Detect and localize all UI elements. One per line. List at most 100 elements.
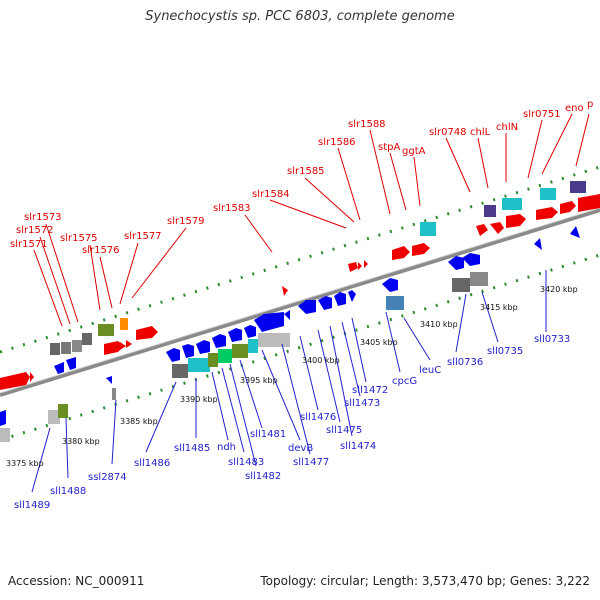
accession-label: Accession: NC_000911 xyxy=(8,574,145,588)
kbp-label: 3405 kbp xyxy=(360,338,398,347)
gene-label: slr1584 xyxy=(252,189,290,200)
gene-label: slr1585 xyxy=(287,166,325,177)
gene-block xyxy=(258,333,290,347)
gene-block xyxy=(0,428,10,442)
gene-label: slr1583 xyxy=(213,203,251,214)
gene-block xyxy=(470,272,488,286)
gene-block xyxy=(98,324,114,336)
gene-block xyxy=(502,198,522,210)
kbp-labels: 3375 kbp 3380 kbp 3385 kbp 3390 kbp 3395… xyxy=(6,285,578,468)
gene-block xyxy=(248,339,258,353)
gene-arrow xyxy=(348,290,356,302)
gene-label: sll1474 xyxy=(340,441,376,452)
gene-block xyxy=(188,358,210,372)
kbp-label: 3380 kbp xyxy=(62,437,100,446)
gene-arrow xyxy=(106,376,112,384)
gene-arrow xyxy=(358,262,362,270)
gene-label: slr0751 xyxy=(523,109,561,120)
map-title: Synechocystis sp. PCC 6803, complete gen… xyxy=(145,9,455,24)
genome-backbone-highlight xyxy=(0,207,600,394)
gene-label: sll1473 xyxy=(344,398,380,409)
gene-arrow xyxy=(534,238,542,250)
gene-block xyxy=(58,404,68,418)
kbp-label: 3390 kbp xyxy=(180,395,218,404)
kbp-label: 3395 kbp xyxy=(240,376,278,385)
reverse-gene-blocks xyxy=(0,226,580,442)
gene-arrow xyxy=(570,226,580,238)
gene-arrow xyxy=(196,340,210,354)
gene-label: sll0736 xyxy=(447,357,483,368)
gene-label: ggtA xyxy=(402,146,426,157)
gene-arrow xyxy=(136,326,158,340)
gene-block xyxy=(112,388,116,400)
gene-arrow xyxy=(54,362,64,374)
kbp-label: 3410 kbp xyxy=(420,320,458,329)
gene-label: slr1579 xyxy=(167,216,205,227)
gene-block xyxy=(72,340,82,352)
reverse-tick-track xyxy=(0,253,600,442)
gene-arrow xyxy=(298,300,316,314)
gene-arrow xyxy=(30,372,34,382)
gene-label: slr1588 xyxy=(348,119,386,130)
gene-label: stpA xyxy=(378,142,400,153)
gene-arrow xyxy=(334,292,346,306)
gene-block xyxy=(484,205,496,217)
gene-arrow xyxy=(244,325,256,338)
reverse-leader-lines xyxy=(31,270,547,493)
gene-arrow xyxy=(382,278,398,292)
gene-arrow xyxy=(120,342,126,350)
gene-label: sll1483 xyxy=(228,457,264,468)
gene-label: sll1475 xyxy=(326,425,362,436)
gene-label: sll0733 xyxy=(534,334,570,345)
gene-arrow xyxy=(348,262,358,272)
genome-backbone xyxy=(0,208,600,397)
gene-block xyxy=(232,344,248,358)
gene-label: sll1482 xyxy=(245,471,281,482)
gene-block xyxy=(82,333,92,345)
gene-arrow xyxy=(506,214,526,228)
gene-arrow xyxy=(104,341,124,355)
gene-arrow xyxy=(166,348,180,362)
gene-block xyxy=(50,343,60,355)
gene-label: eno xyxy=(565,103,584,114)
gene-arrow xyxy=(66,357,76,370)
gene-arrow xyxy=(578,194,600,212)
kbp-label: 3375 kbp xyxy=(6,459,44,468)
gene-label: chlL xyxy=(470,127,491,138)
gene-label: sll1472 xyxy=(352,385,388,396)
gene-block xyxy=(48,410,60,424)
gene-arrow xyxy=(282,286,288,296)
gene-block xyxy=(540,188,556,200)
gene-block xyxy=(452,278,470,292)
gene-block xyxy=(120,318,128,330)
gene-arrow xyxy=(412,243,430,256)
gene-arrow xyxy=(182,344,194,358)
gene-block xyxy=(208,353,218,367)
gene-arrow xyxy=(126,340,132,348)
gene-label: sll1485 xyxy=(174,443,210,454)
gene-label: slr0748 xyxy=(429,127,467,138)
gene-label: slr1586 xyxy=(318,137,356,148)
gene-block xyxy=(218,349,232,363)
gene-arrow xyxy=(536,207,558,220)
gene-block xyxy=(570,181,586,193)
gene-label: sll1476 xyxy=(300,412,336,423)
gene-label: slr1577 xyxy=(124,231,162,242)
forward-tick-track xyxy=(0,165,600,354)
gene-label: slr1575 xyxy=(60,233,98,244)
gene-label: sll1486 xyxy=(134,458,170,469)
gene-arrow xyxy=(228,328,242,342)
gene-arrow xyxy=(212,334,226,348)
gene-arrow xyxy=(318,296,332,310)
gene-arrow xyxy=(364,260,368,268)
gene-label: sll1477 xyxy=(293,457,329,468)
gene-block xyxy=(420,222,436,236)
gene-label: sll1481 xyxy=(250,429,286,440)
gene-label: ssl2874 xyxy=(88,472,127,483)
gene-label: slr1576 xyxy=(82,245,120,256)
genome-summary: Topology: circular; Length: 3,573,470 bp… xyxy=(260,574,590,588)
gene-block xyxy=(61,342,71,354)
forward-gene-labels: slr1571 slr1572 slr1573 slr1575 slr1576 … xyxy=(10,99,593,256)
gene-arrow xyxy=(462,253,480,266)
